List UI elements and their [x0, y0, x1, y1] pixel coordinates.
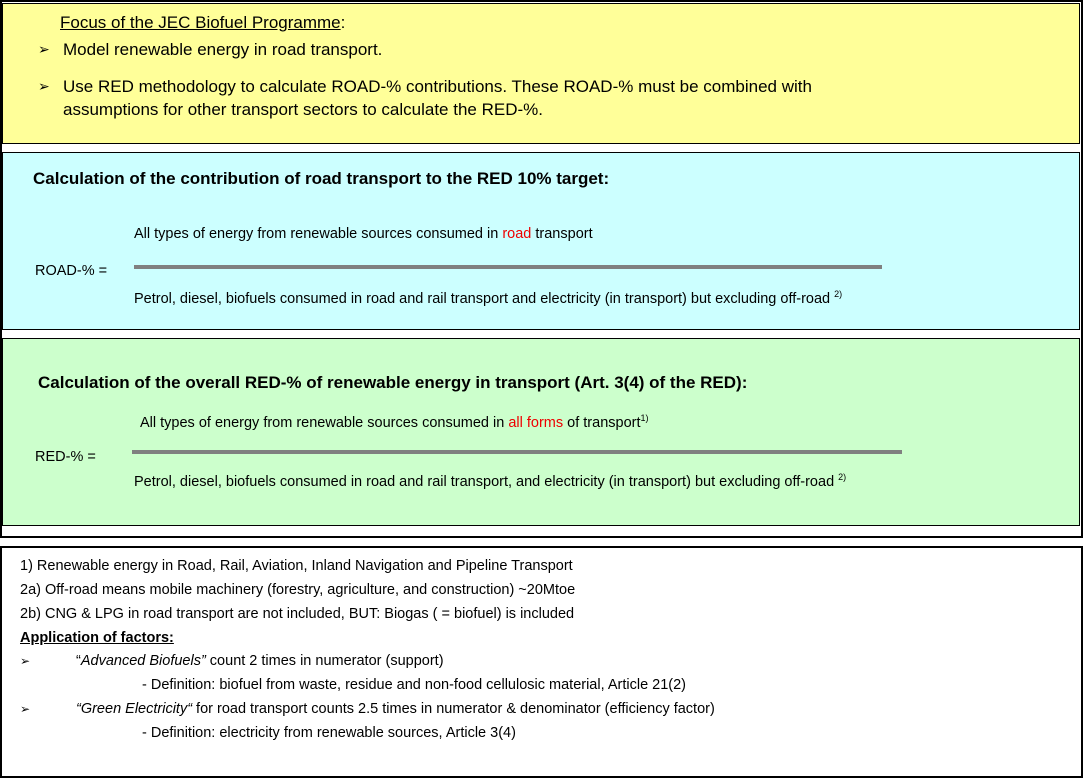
text: “: [76, 653, 81, 669]
road-label: ROAD-% =: [35, 263, 108, 279]
text: Petrol, diesel, biofuels consumed in roa…: [134, 290, 835, 307]
text: transport: [531, 226, 593, 242]
focus-bullet: Model renewable energy in road transport…: [63, 40, 383, 59]
note: 2b) CNG & LPG in road transport are not …: [20, 606, 575, 622]
fraction-line: [134, 265, 882, 269]
definition: - Definition: biofuel from waste, residu…: [142, 677, 687, 693]
focus-title: Focus of the JEC Biofuel Programme: [60, 13, 341, 32]
factor-name: “Green Electricity“: [76, 701, 193, 717]
footnote-ref: 1): [640, 413, 649, 423]
text: for road transport counts 2.5 times in n…: [192, 701, 715, 717]
bullet-icon: ➢: [20, 702, 31, 716]
factor-name: Advanced Biofuels”: [80, 653, 206, 669]
bullet-icon: ➢: [20, 654, 31, 668]
note: 2a) Off-road means mobile machinery (for…: [20, 582, 576, 598]
red-label: RED-% =: [35, 449, 96, 465]
note: 1) Renewable energy in Road, Rail, Aviat…: [20, 558, 573, 574]
red-denominator: Petrol, diesel, biofuels consumed in roa…: [134, 472, 846, 490]
focus-bullet: assumptions for other transport sectors …: [63, 100, 543, 119]
text: of transport: [563, 414, 641, 431]
factor: “Advanced Biofuels” count 2 times in num…: [76, 653, 444, 669]
highlight: road: [502, 226, 532, 242]
fraction-line: [132, 450, 902, 454]
red-numerator: All types of energy from renewable sourc…: [140, 413, 649, 431]
focus-bullet: Use RED methodology to calculate ROAD-% …: [63, 77, 812, 96]
definition: - Definition: electricity from renewable…: [142, 725, 516, 741]
text: All types of energy from renewable sourc…: [134, 226, 503, 242]
text: Petrol, diesel, biofuels consumed in roa…: [134, 473, 839, 490]
footnote-ref: 2): [838, 472, 847, 482]
red-box: Calculation of the overall RED-% of rene…: [2, 338, 1080, 526]
road-box: Calculation of the contribution of road …: [2, 152, 1080, 330]
road-heading: Calculation of the contribution of road …: [33, 169, 610, 188]
factor: “Green Electricity“ for road transport c…: [76, 701, 715, 717]
road-denominator: Petrol, diesel, biofuels consumed in roa…: [134, 289, 842, 307]
highlight: all forms: [508, 414, 564, 431]
factors-heading: Application of factors:: [20, 630, 174, 646]
red-heading: Calculation of the overall RED-% of rene…: [38, 373, 748, 392]
bullet-icon: ➢: [38, 42, 50, 58]
text: All types of energy from renewable sourc…: [140, 414, 509, 431]
focus-box: Focus of the JEC Biofuel Programme: ➢ Mo…: [2, 3, 1080, 144]
road-numerator: All types of energy from renewable sourc…: [134, 226, 593, 242]
focus-title-suffix: :: [340, 13, 346, 32]
text: count 2 times in numerator (support): [205, 653, 444, 669]
outer-frame: [0, 0, 1083, 538]
footnote-ref: 2): [834, 289, 843, 299]
notes-box: 1) Renewable energy in Road, Rail, Aviat…: [0, 546, 1083, 778]
focus-title-line: Focus of the JEC Biofuel Programme:: [60, 13, 345, 33]
bullet-icon: ➢: [38, 79, 50, 95]
